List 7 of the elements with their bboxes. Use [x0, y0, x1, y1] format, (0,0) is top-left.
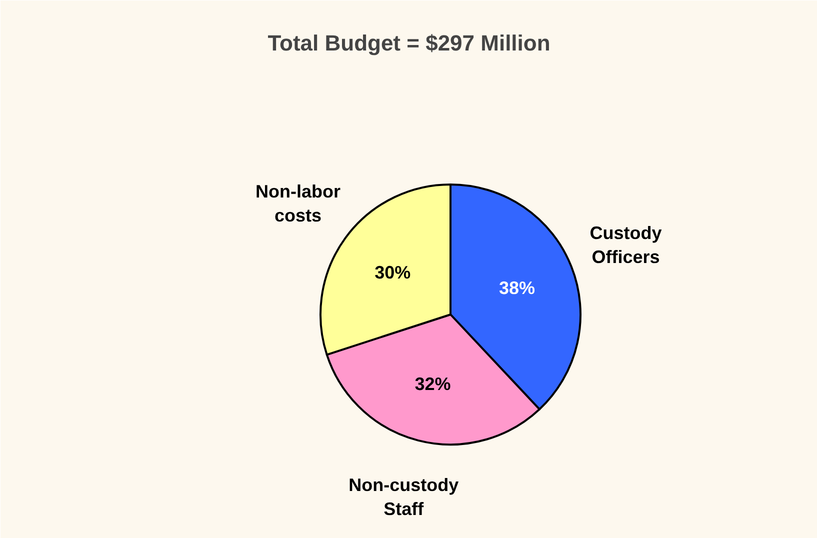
- slice-label: Custody Officers: [590, 223, 662, 268]
- slice-label: Non-custody Staff: [348, 475, 459, 520]
- chart-title: Total Budget = $297 Million: [268, 30, 550, 56]
- data-label: 30%: [374, 262, 411, 282]
- slice-label: Non-labor costs: [256, 182, 341, 226]
- data-label: 32%: [414, 374, 451, 394]
- data-label: 38%: [498, 278, 535, 298]
